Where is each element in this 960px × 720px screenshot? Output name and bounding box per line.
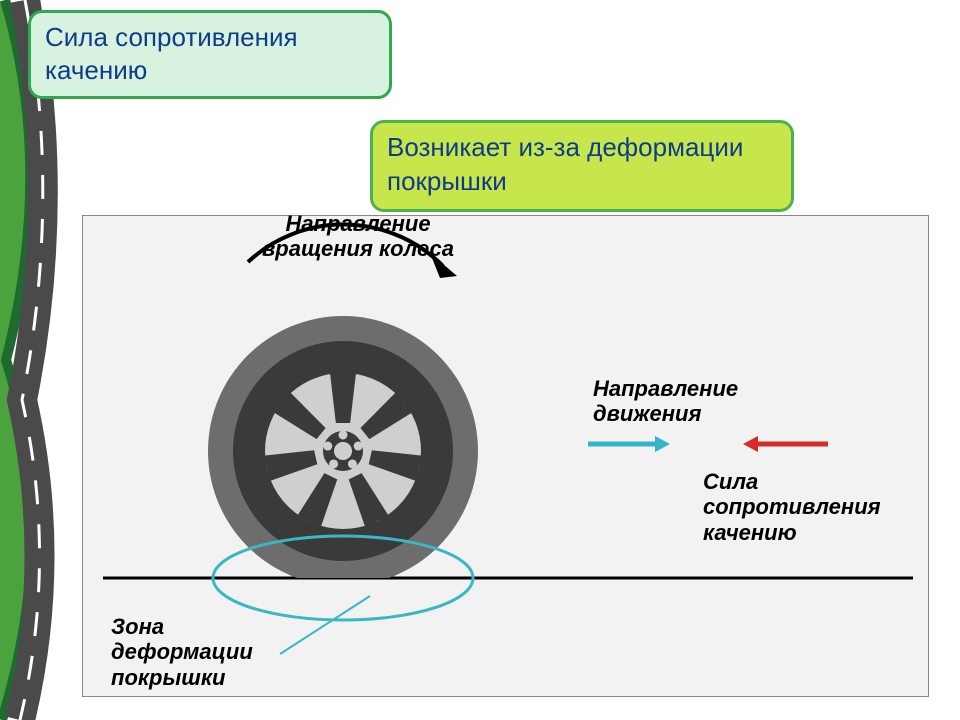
label-rotation-direction: Направлениевращения колеса [228, 211, 488, 262]
title-box: Сила сопротивления качению [28, 10, 392, 99]
label-motion-direction: Направлениедвижения [593, 376, 793, 427]
label-deformation-zone: Зонадеформациипокрышки [111, 614, 311, 690]
background-road-strip [0, 0, 70, 720]
subtitle-box: Возникает из-за деформации покрышки [370, 120, 794, 212]
label-resistance-force: Силасопротивлениякачению [703, 469, 933, 545]
diagram-frame: Направлениевращения колеса Направлениедв… [82, 215, 929, 697]
